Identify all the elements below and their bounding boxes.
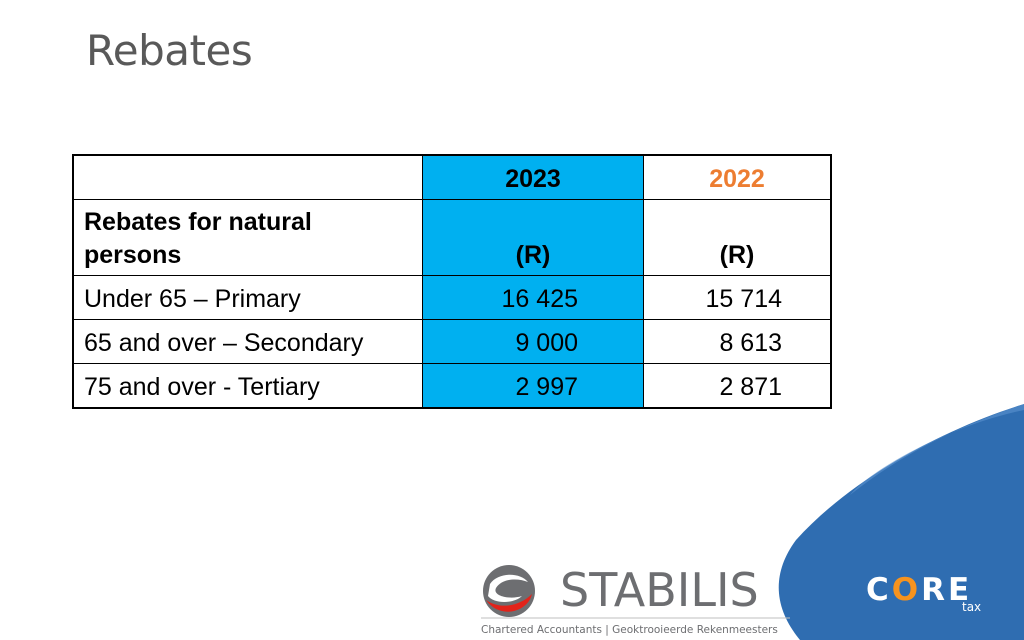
value-text: 15 714 [705,285,782,313]
stabilis-tagline: Chartered Accountants | Geoktrooieerde R… [481,624,778,636]
row-value-2022: 2 871 [643,363,832,409]
value-text: 8 613 [719,329,782,357]
core-logo-re: RE [921,572,973,608]
unit-2023: (R) [422,199,644,276]
header-year-2022: 2022 [643,154,832,200]
stabilis-logo-mark [483,565,535,617]
corner-light-shape [850,404,1024,495]
table-row: Under 65 – Primary 16 425 15 714 [72,275,832,320]
core-logo-text: CORE [866,572,972,608]
row-value-2022: 15 714 [643,275,832,320]
rebates-table: 2023 2022 Rebates for natural persons (R… [72,154,832,409]
header-empty-cell [72,154,423,200]
value-text: 9 000 [515,329,578,357]
table-row: 75 and over - Tertiary 2 997 2 871 [72,363,832,409]
subheader-label: Rebates for natural persons [72,199,423,276]
page-title: Rebates [86,26,253,75]
header-year-2023: 2023 [422,154,644,200]
core-logo-o: O [891,572,922,608]
row-value-2023: 9 000 [422,319,644,364]
row-value-2023: 2 997 [422,363,644,409]
row-label: 75 and over - Tertiary [72,363,423,409]
table-subheader-row: Rebates for natural persons (R) (R) [72,199,832,276]
unit-2022: (R) [643,199,832,276]
table-row: 65 and over – Secondary 9 000 8 613 [72,319,832,364]
row-label: 65 and over – Secondary [72,319,423,364]
row-label: Under 65 – Primary [72,275,423,320]
row-value-2023: 16 425 [422,275,644,320]
value-text: 16 425 [501,285,578,313]
row-value-2022: 8 613 [643,319,832,364]
core-logo-c: C [866,572,892,608]
value-text: 2 997 [515,373,578,401]
value-text: 2 871 [719,373,782,401]
core-logo-sub: tax [962,600,982,614]
table-header-row: 2023 2022 [72,154,832,200]
subheader-label-line1: Rebates for natural [84,208,312,236]
subheader-label-line2: persons [84,241,182,269]
stabilis-logo-text: STABILIS [560,563,759,617]
